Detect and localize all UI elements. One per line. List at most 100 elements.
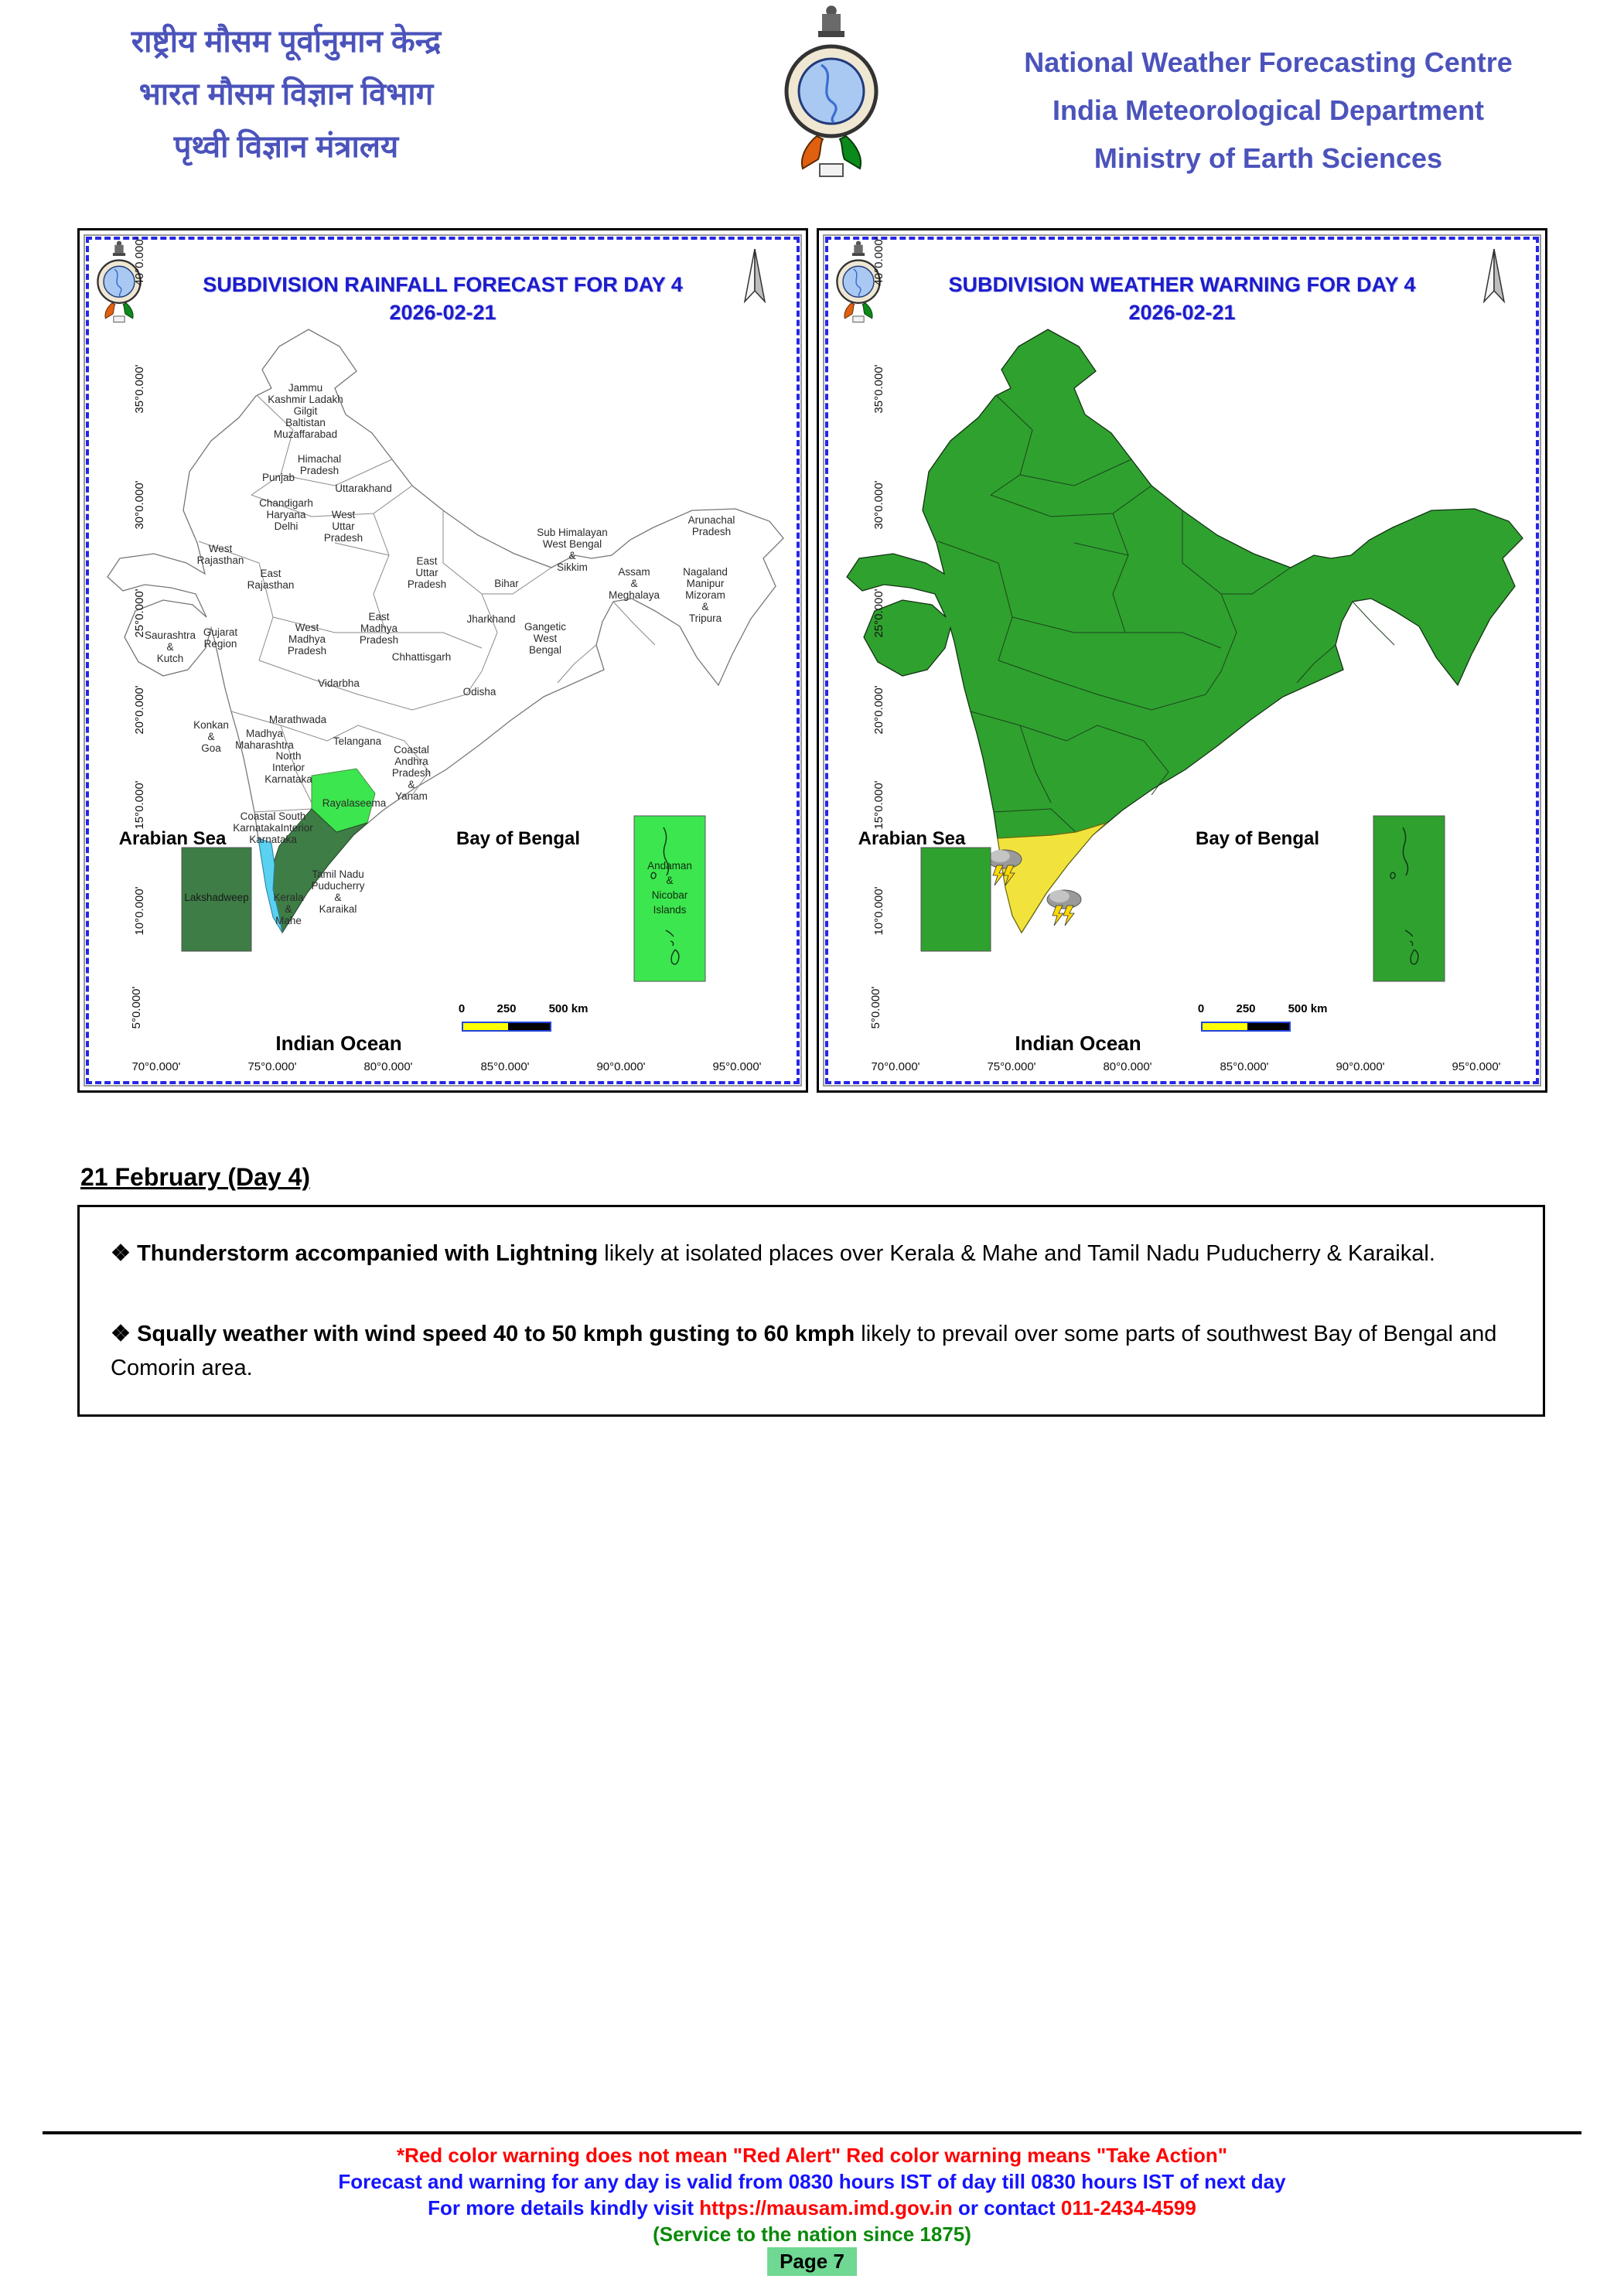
graticule-frame <box>86 237 800 1084</box>
indian-ocean-label: Indian Ocean <box>1015 1032 1141 1055</box>
subdivision-label: West Rajasthan <box>196 543 244 566</box>
scale-end-label: 500 km <box>1288 1002 1328 1015</box>
subdivision-label: Marathwada <box>268 714 327 725</box>
scale-mid-label: 250 <box>496 1002 517 1015</box>
bulletin-item: ❖ Thunderstorm accompanied with Lightnin… <box>111 1241 1435 1266</box>
subdivision-label: Jammu Kashmir Ladakh Gilgit Baltistan Muzaff… <box>268 382 343 440</box>
indian-ocean-label: Indian Ocean <box>275 1032 402 1055</box>
latitude-tick: 15°0.000' <box>133 780 147 830</box>
imd-emblem-icon <box>834 240 882 333</box>
longitude-tick: 95°0.000' <box>712 1060 762 1073</box>
subdivision-label: Konkan & Goa <box>193 719 229 754</box>
imd-emblem-icon <box>95 240 143 333</box>
scale-zero-label: 0 <box>458 1002 466 1015</box>
subdivision-label: Coastal South KarnatakaInterior Karnataka <box>233 810 313 845</box>
bay-of-bengal-label: Bay of Bengal <box>455 828 581 849</box>
arabian-sea-label: Arabian Sea <box>858 828 966 849</box>
subdivision-label: Assam & Meghalaya <box>608 566 660 601</box>
india-map <box>107 329 784 982</box>
subdivision-label: Punjab <box>261 472 295 483</box>
page-number-badge: Page 7 <box>767 2247 857 2276</box>
longitude-tick: 90°0.000' <box>596 1060 646 1073</box>
map-frame <box>823 234 1541 1087</box>
subdivision-label: East Uttar Pradesh <box>407 555 447 590</box>
imd-emblem-icon <box>781 3 882 196</box>
north-arrow-icon <box>1482 247 1506 307</box>
header-english-title: National Weather Forecasting Centre Indi… <box>974 39 1562 183</box>
andaman-inset-box <box>1373 815 1445 982</box>
bulletin-box: ❖ Thunderstorm accompanied with Lightnin… <box>77 1205 1545 1417</box>
latitude-tick: 5°0.000' <box>129 986 143 1029</box>
latitude-tick: 40°0.000' <box>133 237 147 286</box>
subdivision-label: Arunachal Pradesh <box>687 514 735 537</box>
scale-zero-label: 0 <box>1197 1002 1205 1015</box>
subdivision-label: Nagaland Manipur Mizoram & Tripura <box>683 566 728 624</box>
subdivision-label: East Rajasthan <box>247 568 295 591</box>
north-arrow-icon <box>743 247 766 307</box>
header-english-line: India Meteorological Department <box>1052 94 1485 126</box>
weather-warning-map-panel: SUBDIVISION WEATHER WARNING FOR DAY 4 20… <box>817 228 1547 1093</box>
subdivision-label: Himachal Pradesh <box>297 453 342 476</box>
subdivision-label: West Madhya Pradesh <box>287 622 327 657</box>
bullet-icon: ❖ <box>111 1241 131 1266</box>
longitude-tick: 80°0.000' <box>363 1060 413 1073</box>
footer-contact-line: For more details kindly visit https://ma… <box>428 2196 1196 2219</box>
subdivision-label: West Uttar Pradesh <box>323 509 363 544</box>
scale-bar <box>1201 1022 1291 1032</box>
bay-of-bengal-label: Bay of Bengal <box>1195 828 1320 849</box>
longitude-tick: 85°0.000' <box>1220 1060 1269 1073</box>
mausam-link[interactable]: https://mausam.imd.gov.in <box>699 2196 953 2219</box>
latitude-tick: 10°0.000' <box>872 886 886 936</box>
longitude-tick: 80°0.000' <box>1103 1060 1152 1073</box>
header-hindi-line: राष्ट्रीय मौसम पूर्वानुमान केन्द्र <box>131 25 442 59</box>
subdivision-label: Tamil Nadu Puducherry & Karaikal <box>311 868 365 915</box>
subdivision-label: Odisha <box>462 686 496 698</box>
longitude-tick: 95°0.000' <box>1452 1060 1501 1073</box>
longitude-tick: 70°0.000' <box>131 1060 181 1073</box>
longitude-tick: 70°0.000' <box>871 1060 920 1073</box>
subdivision-label: Rayalaseema <box>322 797 387 809</box>
lakshadweep-inset-box <box>181 847 252 952</box>
latitude-tick: 5°0.000' <box>868 986 882 1029</box>
latitude-tick: 30°0.000' <box>133 480 147 530</box>
header-hindi-title: राष्ट्रीय मौसम पूर्वानुमान केन्द्र भारत … <box>70 15 503 173</box>
subdivision-label: Kerala & Mahe <box>273 892 304 926</box>
subdivision-label: Bihar <box>494 578 519 589</box>
subdivision-label: North Interior Karnataka <box>264 750 312 785</box>
latitude-tick: 35°0.000' <box>133 364 147 414</box>
subdivision-label: Uttarakhand <box>335 483 392 494</box>
subdivision-label: Saurashtra & Kutch <box>144 629 196 664</box>
latitude-tick: 40°0.000' <box>872 237 886 286</box>
header-hindi-line: भारत मौसम विज्ञान विभाग <box>138 77 434 111</box>
bulletin-heading: 21 February (Day 4) <box>80 1163 311 1191</box>
longitude-tick: 90°0.000' <box>1336 1060 1385 1073</box>
latitude-tick: 30°0.000' <box>872 480 886 530</box>
header-hindi-line: पृथ्वी विज्ञान मंत्रालय <box>173 130 399 164</box>
andaman-inset-box <box>633 815 706 982</box>
scale-mid-label: 250 <box>1236 1002 1256 1015</box>
map-title: SUBDIVISION RAINFALL FORECAST FOR DAY 4 … <box>203 273 683 324</box>
footer-warning-note: *Red color warning does not mean "Red Al… <box>396 2144 1228 2167</box>
subdivision-label: Chhattisgarh <box>391 651 452 663</box>
footer-validity-note: Forecast and warning for any day is vali… <box>338 2170 1286 2193</box>
scale-end-label: 500 km <box>548 1002 589 1015</box>
lakshadweep-label: Lakshadweep <box>184 892 249 903</box>
latitude-tick: 20°0.000' <box>133 685 147 735</box>
lakshadweep-inset-box <box>920 847 991 952</box>
bullet-icon: ❖ <box>111 1322 131 1346</box>
india-map <box>846 329 1523 982</box>
latitude-tick: 20°0.000' <box>872 685 886 735</box>
latitude-tick: 10°0.000' <box>133 886 147 936</box>
subdivision-label: Chandigarh Haryana Delhi <box>259 497 313 532</box>
arabian-sea-label: Arabian Sea <box>118 828 227 849</box>
thunderstorm-lightning-icon <box>987 849 1022 886</box>
latitude-tick: 25°0.000' <box>872 588 886 638</box>
andaman-nicobar-label: Andaman & Nicobar Islands <box>647 860 692 916</box>
subdivision-label: Sub Himalayan West Bengal & Sikkim <box>537 527 608 573</box>
subdivision-label: Gangetic West Bengal <box>524 621 567 656</box>
footer-divider <box>43 2131 1581 2134</box>
rainfall-forecast-map-panel: SUBDIVISION RAINFALL FORECAST FOR DAY 4 … <box>77 228 808 1093</box>
subdivision-label: East Madhya Pradesh <box>359 611 399 646</box>
subdivision-label: Madhya Maharashtra <box>235 728 294 751</box>
longitude-tick: 75°0.000' <box>247 1060 297 1073</box>
